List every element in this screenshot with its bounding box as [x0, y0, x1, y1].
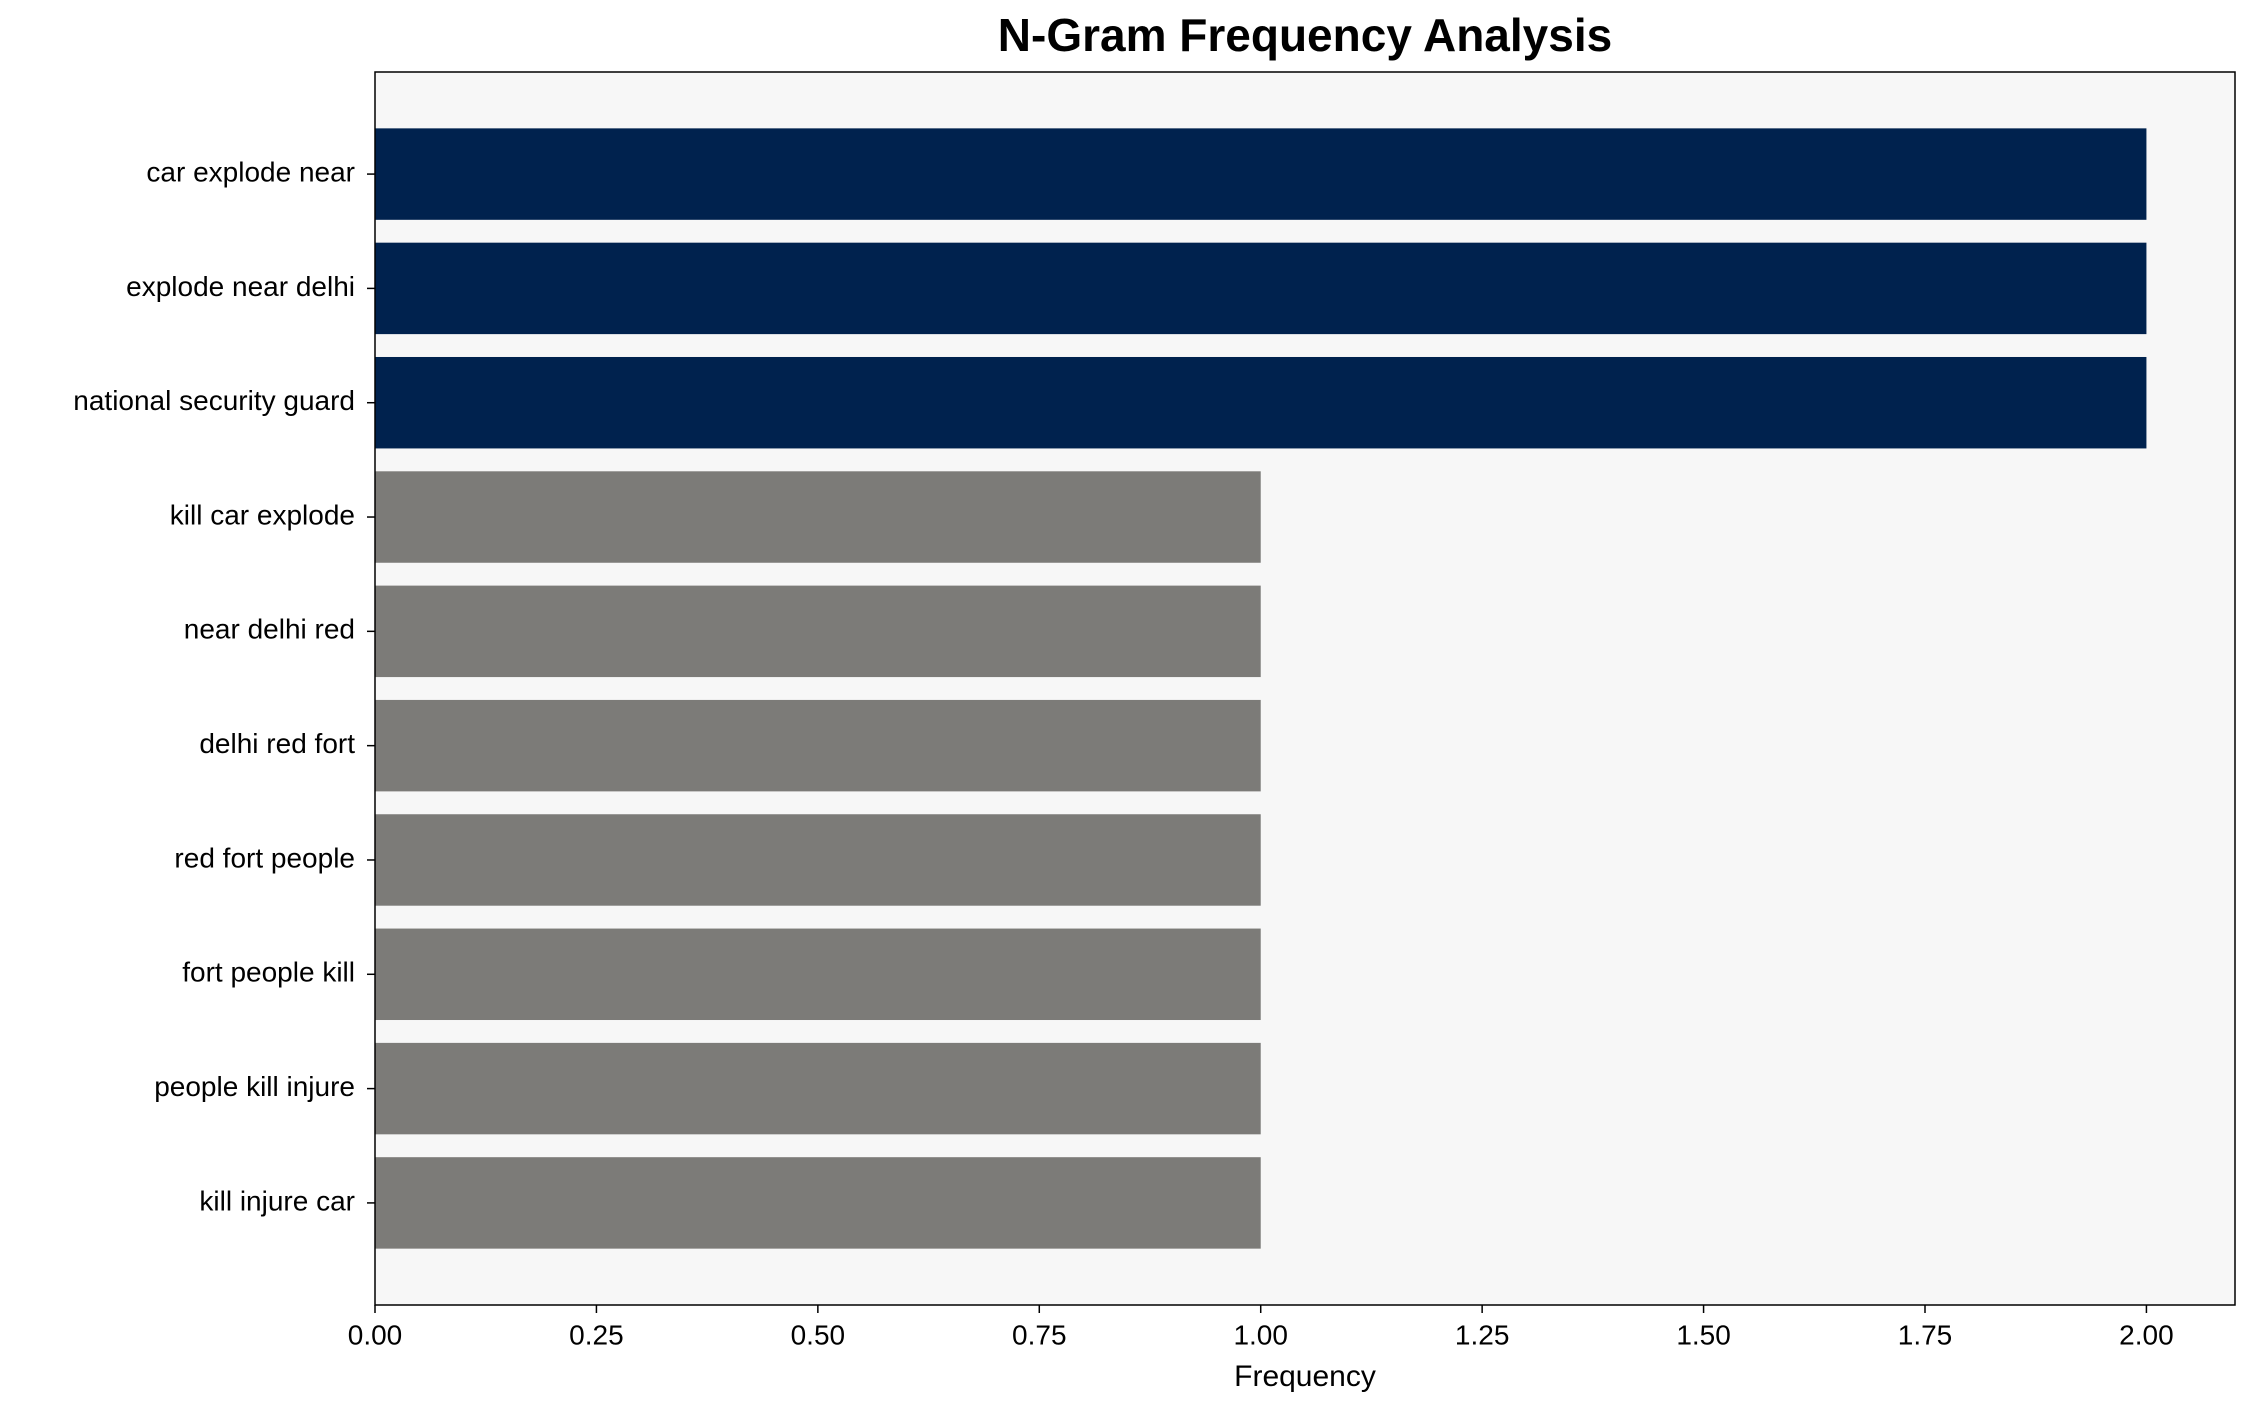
chart-title: N-Gram Frequency Analysis — [998, 9, 1612, 61]
y-tick-label: red fort people — [174, 842, 355, 873]
y-tick-label: delhi red fort — [199, 728, 355, 759]
bar — [375, 356, 2147, 449]
bar — [375, 699, 1261, 792]
x-tick-label: 1.75 — [1898, 1319, 1953, 1350]
x-tick-label: 0.25 — [569, 1319, 624, 1350]
bar — [375, 242, 2147, 335]
y-tick-label: car explode near — [146, 156, 355, 187]
bar — [375, 128, 2147, 220]
y-tick-label: national security guard — [73, 385, 355, 416]
bar — [375, 814, 1261, 906]
x-tick-label: 0.75 — [1012, 1319, 1067, 1350]
bar — [375, 585, 1261, 678]
x-tick-label: 2.00 — [2119, 1319, 2174, 1350]
y-tick-label: explode near delhi — [126, 271, 355, 302]
x-axis-label: Frequency — [1234, 1360, 1376, 1393]
y-tick-label: near delhi red — [184, 614, 355, 645]
bar — [375, 928, 1261, 1021]
x-tick-label: 1.50 — [1676, 1319, 1731, 1350]
x-tick-label: 0.50 — [791, 1319, 846, 1350]
bar — [375, 1157, 1261, 1249]
y-tick-label: people kill injure — [154, 1071, 355, 1102]
y-tick-label: kill injure car — [199, 1185, 355, 1216]
plot-frame — [374, 71, 2236, 1306]
x-tick-label: 1.00 — [1233, 1319, 1288, 1350]
y-tick-label: kill car explode — [170, 499, 355, 530]
x-tick-label: 0.00 — [348, 1319, 403, 1350]
bar — [375, 471, 1261, 563]
bar — [375, 1042, 1261, 1135]
x-tick-label: 1.25 — [1455, 1319, 1510, 1350]
y-tick-label: fort people kill — [182, 957, 355, 988]
